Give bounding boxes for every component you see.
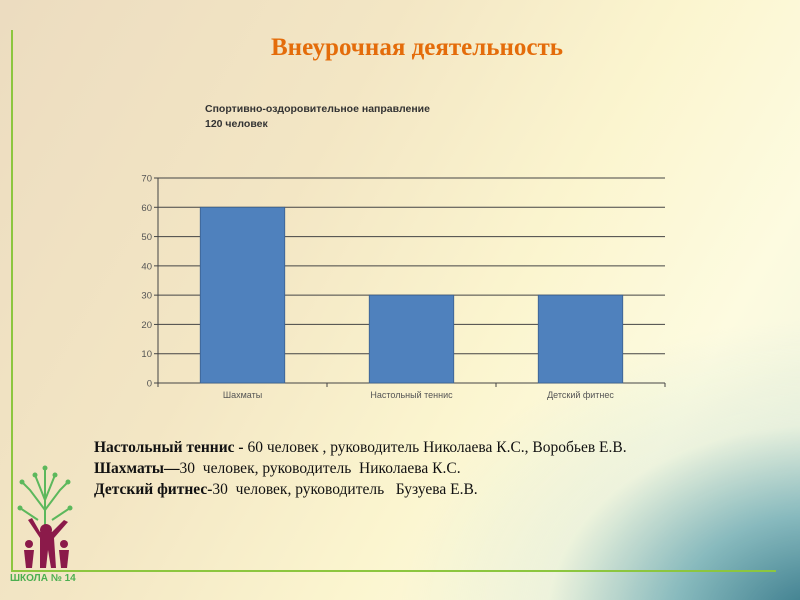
y-tick-label: 30 bbox=[141, 291, 152, 302]
y-tick-label: 50 bbox=[141, 232, 152, 243]
info-name: Детский фитнес bbox=[94, 481, 208, 498]
info-count: 30 bbox=[212, 481, 228, 498]
school-logo bbox=[17, 465, 73, 568]
y-tick-label: 10 bbox=[141, 349, 152, 360]
info-sep: - bbox=[207, 481, 213, 498]
y-tick-label: 40 bbox=[141, 261, 152, 272]
info-text: Настольный теннис - 60 человек , руковод… bbox=[94, 437, 627, 500]
info-rest: человек, руководитель Бузуева Е.В. bbox=[227, 481, 478, 498]
info-line: Детский фитнес-30 человек, руководитель … bbox=[94, 479, 627, 500]
y-tick-label: 60 bbox=[141, 203, 152, 214]
green-border-bottom bbox=[11, 570, 776, 572]
y-tick-label: 20 bbox=[141, 320, 152, 331]
logo-text: ШКОЛА № 14 bbox=[10, 573, 76, 584]
y-tick-label: 70 bbox=[141, 174, 152, 185]
slide-title: Внеурочная деятельность bbox=[271, 34, 563, 61]
info-count: 30 bbox=[179, 460, 196, 477]
info-sep: - bbox=[234, 439, 248, 456]
x-tick-label: Настольный теннис bbox=[370, 390, 453, 400]
info-sep: — bbox=[164, 460, 180, 477]
x-tick-label: Детский фитнес bbox=[547, 390, 614, 400]
chart-subtitle: 120 человек bbox=[205, 118, 268, 130]
y-tick-label: 0 bbox=[147, 379, 152, 390]
chart-title-block: Спортивно-оздоровительное направление 12… bbox=[205, 102, 430, 132]
info-line: Настольный теннис - 60 человек , руковод… bbox=[94, 437, 627, 458]
info-name: Настольный теннис bbox=[94, 439, 235, 456]
bar bbox=[368, 294, 455, 384]
x-tick-label: Шахматы bbox=[223, 390, 262, 400]
info-name: Шахматы bbox=[94, 460, 165, 477]
info-line: Шахматы—30 человек, руководитель Николае… bbox=[94, 458, 627, 479]
info-count: 60 bbox=[247, 439, 263, 456]
bar bbox=[537, 294, 624, 384]
info-rest: человек , руководитель Николаева К.С., В… bbox=[262, 439, 627, 456]
green-border-left bbox=[11, 30, 13, 571]
bar bbox=[199, 206, 286, 384]
chart-title: Спортивно-оздоровительное направление bbox=[205, 103, 430, 115]
info-rest: человек, руководитель Николаева К.С. bbox=[195, 460, 461, 477]
